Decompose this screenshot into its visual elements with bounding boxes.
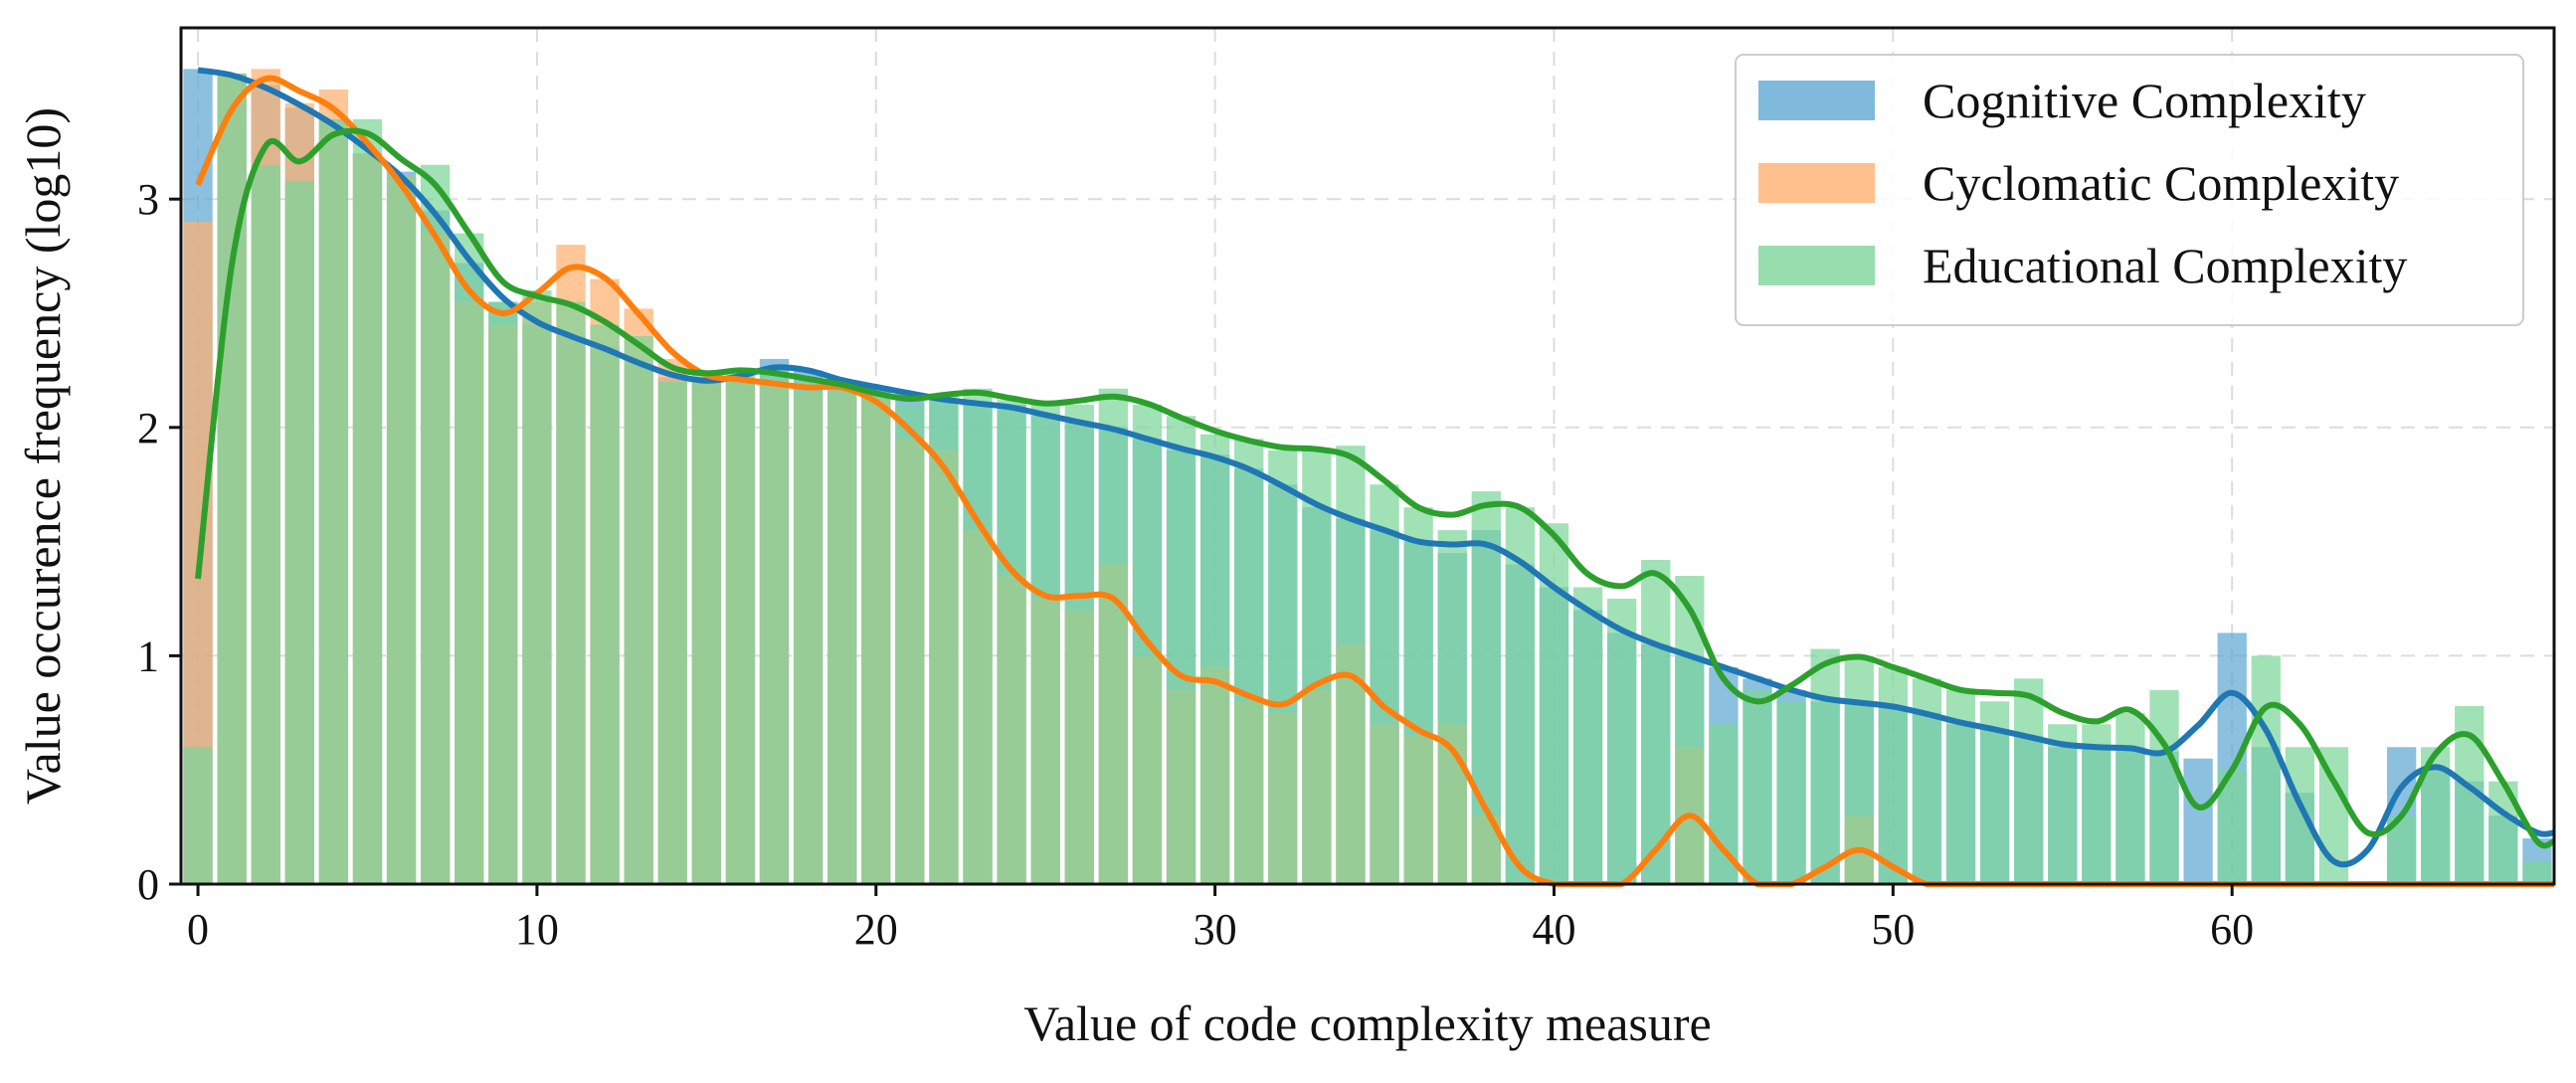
bar xyxy=(2014,678,2044,884)
y-tick-label: 2 xyxy=(137,404,159,452)
bar xyxy=(1302,450,1332,884)
x-tick-label: 60 xyxy=(2210,905,2254,954)
bar xyxy=(2522,861,2552,884)
bar xyxy=(522,290,552,884)
bar xyxy=(963,388,993,884)
bar xyxy=(1403,507,1433,884)
bar xyxy=(759,370,790,884)
legend-box xyxy=(1735,54,2524,326)
bar xyxy=(217,73,247,885)
bar xyxy=(691,370,721,884)
bar xyxy=(251,164,280,884)
bar xyxy=(488,301,518,884)
bar xyxy=(556,301,586,884)
bar xyxy=(183,747,213,884)
bar xyxy=(1064,404,1094,884)
density-line xyxy=(195,127,2555,849)
bar xyxy=(420,164,451,884)
legend-swatch-cognitive xyxy=(1758,81,1875,120)
bar xyxy=(828,381,857,884)
bar xyxy=(1844,655,1874,884)
bar xyxy=(1572,587,1603,884)
bar xyxy=(929,393,959,884)
bar xyxy=(1166,416,1196,884)
bar xyxy=(624,335,653,885)
bar xyxy=(1776,701,1806,884)
bar xyxy=(1878,666,1908,884)
bar xyxy=(2082,724,2112,884)
x-tick-label: 50 xyxy=(1871,905,1915,954)
bar xyxy=(284,180,314,884)
y-tick-label: 0 xyxy=(137,860,159,909)
bar xyxy=(1268,450,1298,884)
bar xyxy=(997,400,1026,884)
bar xyxy=(1336,446,1366,884)
bar xyxy=(1098,388,1129,884)
legend-label-cognitive: Cognitive Complexity xyxy=(1923,73,2366,128)
bar xyxy=(2048,724,2078,884)
bar xyxy=(895,404,925,884)
bar xyxy=(2116,712,2145,884)
bar xyxy=(657,381,687,884)
bar xyxy=(455,233,484,884)
density-line xyxy=(197,67,2555,868)
bar xyxy=(2251,655,2281,884)
legend-label-cyclomatic: Cyclomatic Complexity xyxy=(1923,155,2399,211)
bar xyxy=(386,176,417,885)
bar xyxy=(793,381,824,884)
bar xyxy=(1199,434,1230,884)
bar xyxy=(1030,404,1060,884)
bar xyxy=(1606,599,1637,884)
bar xyxy=(2149,689,2179,884)
bar xyxy=(2285,747,2315,884)
axis-ticks: 0 10 20 30 40 50 60 0 1 2 3 xyxy=(137,175,2254,954)
bar xyxy=(352,118,383,885)
bar xyxy=(1234,439,1264,884)
x-tick-label: 10 xyxy=(515,905,559,954)
legend-swatch-cyclomatic xyxy=(1758,163,1875,203)
y-tick-label: 3 xyxy=(137,175,159,224)
bar xyxy=(1437,530,1467,884)
y-tick-label: 1 xyxy=(137,632,159,680)
x-axis-label: Value of code complexity measure xyxy=(1023,995,1711,1051)
bar xyxy=(1810,648,1840,884)
bar xyxy=(2183,758,2213,884)
legend: Cognitive Complexity Cyclomatic Complexi… xyxy=(1735,54,2524,326)
x-tick-label: 20 xyxy=(854,905,898,954)
bar xyxy=(1743,689,1772,884)
x-tick-label: 40 xyxy=(1532,905,1575,954)
bar xyxy=(318,118,349,885)
x-tick-label: 0 xyxy=(187,905,209,954)
bar xyxy=(1471,491,1501,884)
legend-swatch-educational xyxy=(1758,246,1875,285)
bar xyxy=(861,393,891,884)
y-axis-label: Value occurence frequency (log10) xyxy=(15,107,71,805)
plot-frame xyxy=(179,26,2556,886)
bar xyxy=(725,370,756,884)
legend-label-educational: Educational Complexity xyxy=(1923,238,2407,293)
bar xyxy=(590,324,620,885)
bar xyxy=(1641,559,1671,884)
bar xyxy=(1370,484,1399,884)
x-tick-label: 30 xyxy=(1194,905,1237,954)
